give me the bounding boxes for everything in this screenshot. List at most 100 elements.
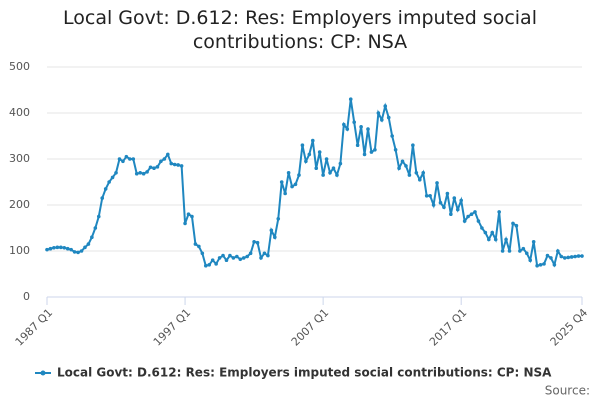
point bbox=[449, 212, 453, 216]
point bbox=[241, 256, 246, 260]
point bbox=[138, 171, 142, 175]
point bbox=[338, 161, 343, 166]
point bbox=[362, 152, 367, 157]
point bbox=[438, 200, 443, 205]
point bbox=[359, 125, 363, 129]
point bbox=[514, 223, 519, 228]
point bbox=[252, 240, 256, 244]
point bbox=[114, 171, 118, 175]
point bbox=[373, 148, 377, 152]
point bbox=[483, 230, 488, 235]
point bbox=[238, 257, 243, 262]
point bbox=[380, 118, 384, 122]
point bbox=[79, 249, 84, 253]
point bbox=[224, 258, 229, 263]
point bbox=[145, 170, 149, 174]
point bbox=[476, 219, 481, 223]
x-tick-label: 2017 Q1 bbox=[427, 306, 470, 349]
point bbox=[404, 164, 408, 168]
point bbox=[72, 250, 77, 254]
point bbox=[103, 187, 108, 191]
legend-label: Local Govt: D.612: Res: Employers impute… bbox=[57, 366, 552, 380]
legend-marker bbox=[40, 370, 46, 376]
point bbox=[400, 159, 405, 164]
point bbox=[45, 247, 49, 252]
point bbox=[507, 249, 512, 253]
point bbox=[124, 154, 129, 159]
point bbox=[90, 235, 94, 239]
point bbox=[549, 256, 553, 260]
point bbox=[286, 171, 291, 175]
point bbox=[93, 226, 98, 230]
point bbox=[521, 246, 526, 251]
point bbox=[65, 246, 70, 251]
point bbox=[148, 165, 153, 170]
point bbox=[469, 212, 474, 216]
point bbox=[172, 162, 177, 167]
point bbox=[300, 143, 305, 147]
x-tick-label: 1987 Q1 bbox=[13, 306, 56, 349]
point bbox=[59, 245, 63, 250]
point bbox=[255, 240, 260, 245]
series-line bbox=[46, 99, 582, 268]
point bbox=[283, 191, 287, 196]
point bbox=[383, 104, 388, 108]
point bbox=[369, 150, 374, 154]
point bbox=[459, 198, 463, 203]
y-tick-label: 300 bbox=[9, 152, 30, 165]
chart-title: Local Govt: D.612: Res: Employers impute… bbox=[63, 7, 537, 53]
point bbox=[110, 175, 115, 180]
y-tick-label: 500 bbox=[9, 60, 30, 73]
point bbox=[262, 251, 267, 256]
point bbox=[273, 235, 277, 239]
source: Source: bbox=[545, 384, 590, 398]
point bbox=[100, 196, 105, 200]
point bbox=[556, 249, 560, 253]
point bbox=[279, 180, 284, 184]
point bbox=[290, 184, 294, 189]
point bbox=[117, 157, 122, 161]
point bbox=[538, 263, 543, 267]
point bbox=[107, 180, 111, 184]
point bbox=[134, 171, 139, 176]
point bbox=[266, 253, 270, 258]
point bbox=[473, 210, 477, 214]
point bbox=[183, 221, 187, 226]
point bbox=[511, 221, 515, 226]
point bbox=[421, 171, 426, 175]
point bbox=[210, 258, 215, 263]
point bbox=[455, 207, 460, 212]
point bbox=[331, 166, 336, 170]
point bbox=[414, 171, 419, 175]
point bbox=[62, 245, 67, 250]
point bbox=[162, 157, 167, 161]
point bbox=[411, 143, 415, 147]
point bbox=[559, 254, 564, 259]
point bbox=[497, 210, 501, 214]
point bbox=[335, 173, 339, 177]
point bbox=[545, 253, 550, 258]
point bbox=[390, 134, 394, 138]
point bbox=[269, 228, 274, 233]
point bbox=[355, 143, 360, 147]
point bbox=[480, 226, 484, 230]
point bbox=[128, 157, 132, 161]
point bbox=[542, 262, 546, 266]
point bbox=[386, 115, 391, 120]
point bbox=[317, 150, 322, 154]
point bbox=[76, 250, 80, 255]
point bbox=[445, 191, 450, 196]
point bbox=[96, 214, 101, 219]
y-tick-label: 0 bbox=[23, 290, 30, 303]
point bbox=[552, 263, 557, 267]
point bbox=[500, 249, 505, 253]
point bbox=[452, 196, 457, 200]
point bbox=[121, 159, 125, 164]
point bbox=[231, 256, 236, 260]
point bbox=[393, 148, 398, 152]
point bbox=[176, 163, 180, 167]
point bbox=[86, 242, 91, 246]
point bbox=[376, 111, 381, 115]
